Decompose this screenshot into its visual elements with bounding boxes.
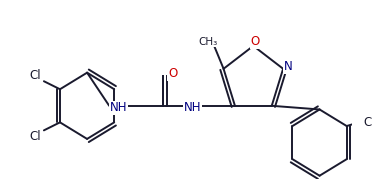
- Text: Cl: Cl: [363, 115, 372, 129]
- Text: Cl: Cl: [30, 69, 41, 82]
- Text: O: O: [251, 35, 260, 48]
- Text: NH: NH: [110, 101, 128, 114]
- Text: CH₃: CH₃: [199, 37, 218, 47]
- Text: O: O: [168, 67, 177, 80]
- Text: NH: NH: [184, 101, 201, 114]
- Text: Cl: Cl: [30, 130, 41, 143]
- Text: N: N: [283, 60, 292, 73]
